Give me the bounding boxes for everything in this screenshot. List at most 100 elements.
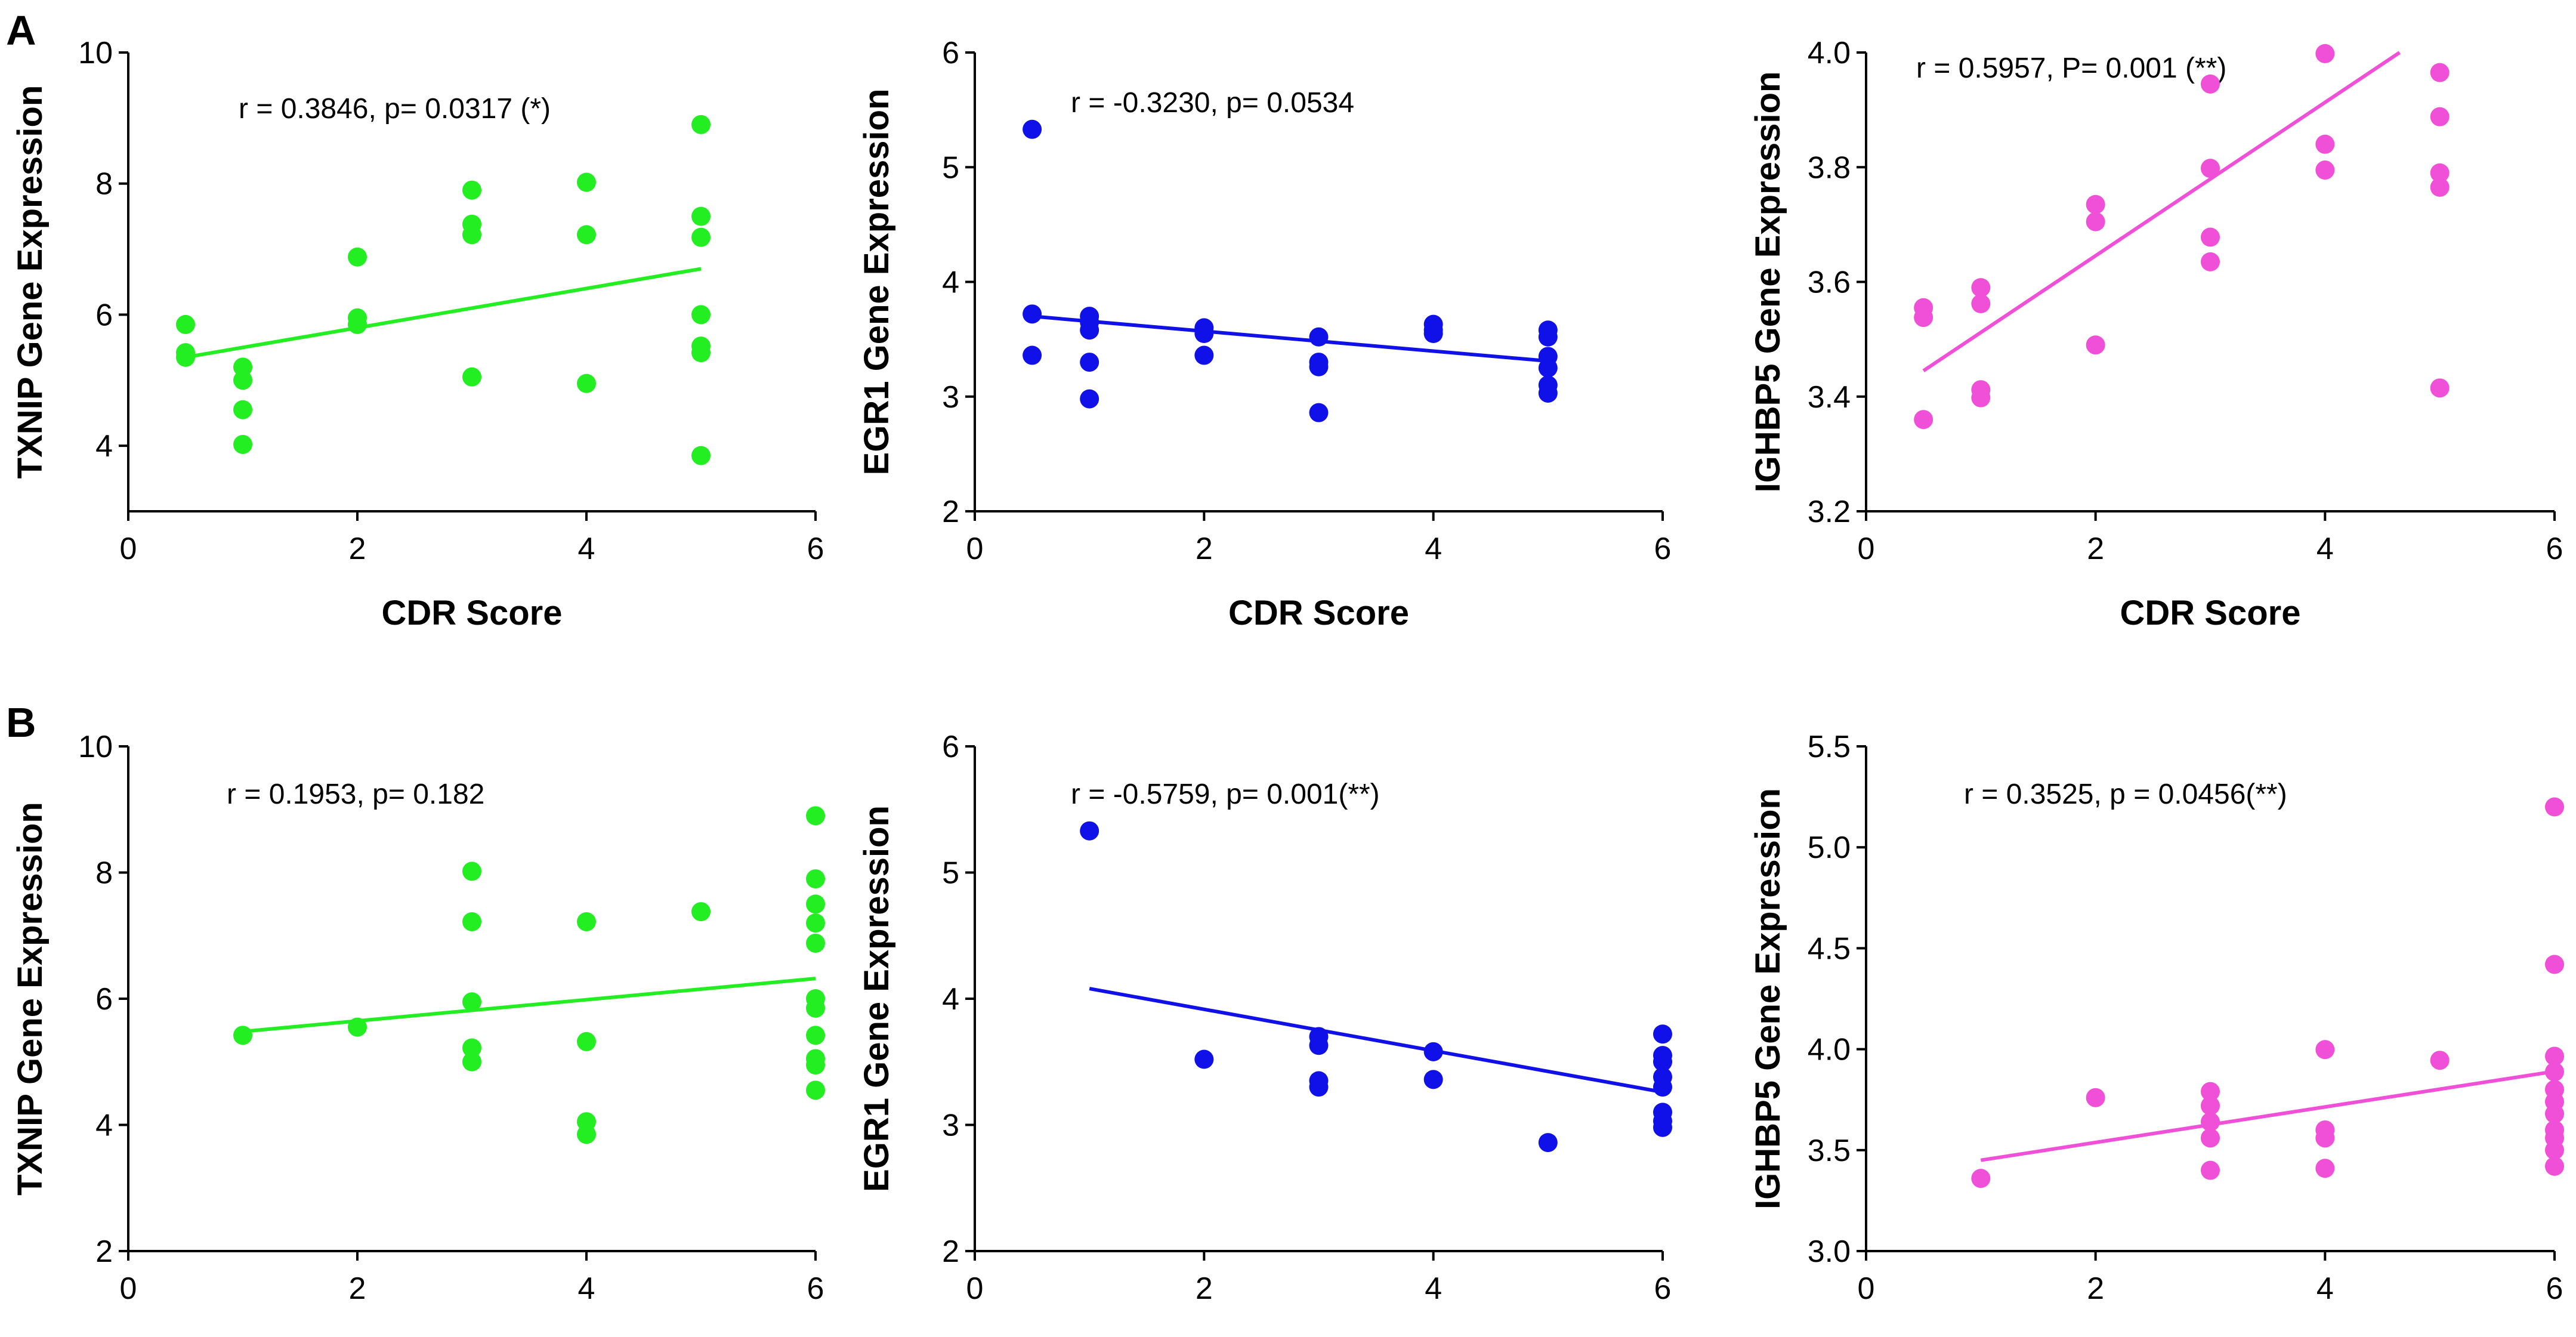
regression-line-a1 — [185, 267, 702, 359]
y-tick-label-b3: 5.0 — [1808, 830, 1851, 865]
y-tick-label-b3: 3.5 — [1808, 1134, 1851, 1168]
regression-line-a2 — [1031, 314, 1549, 363]
y-axis-title-b3: IGHBP5 Gene Expression — [1749, 788, 1787, 1209]
stats-annotation-b3: r = 0.3525, p = 0.0456(**) — [1964, 779, 2287, 810]
data-point-a3 — [2201, 227, 2220, 247]
data-point-b3 — [2545, 1046, 2564, 1066]
regression-line-b3 — [1980, 1069, 2555, 1162]
data-point-a1 — [577, 172, 596, 192]
x-tick-label-a2: 0 — [966, 532, 984, 566]
regression-line-b2 — [1089, 987, 1663, 1094]
regression-line-a3 — [1922, 51, 2401, 372]
data-point-a3 — [2430, 378, 2450, 398]
x-tick-label-b1: 2 — [349, 1271, 366, 1306]
data-point-b1 — [806, 1080, 825, 1100]
data-point-a2 — [1023, 119, 1042, 139]
y-axis-title-a2: EGR1 Gene Expression — [857, 89, 896, 475]
y-axis-title-b2: EGR1 Gene Expression — [857, 805, 896, 1192]
data-point-b2 — [1423, 1070, 1443, 1089]
data-point-a2 — [1080, 320, 1099, 340]
x-tick-label-a2: 4 — [1425, 532, 1442, 566]
data-point-b3 — [2315, 1040, 2335, 1060]
data-point-b1 — [806, 1026, 825, 1045]
data-point-b3 — [2545, 1104, 2564, 1123]
data-point-a3 — [1971, 388, 1991, 407]
y-tick-label-a3: 3.8 — [1808, 150, 1851, 185]
data-point-b2 — [1309, 1036, 1329, 1055]
data-point-b2 — [1309, 1077, 1329, 1097]
x-tick-label-b3: 2 — [2087, 1271, 2104, 1306]
stats-annotation-b2: r = -0.5759, p= 0.001(**) — [1071, 779, 1380, 810]
data-point-b1 — [462, 992, 481, 1012]
data-point-a1 — [577, 225, 596, 245]
data-point-b1 — [348, 1017, 367, 1037]
data-point-b1 — [462, 1052, 481, 1072]
y-tick-label-b1: 2 — [95, 1234, 113, 1269]
stats-annotation-a3: r = 0.5957, P= 0.001 (**) — [1916, 53, 2226, 84]
data-point-a3 — [2430, 177, 2450, 197]
y-tick-label-b3: 3.0 — [1808, 1234, 1851, 1269]
y-tick-label-a2: 3 — [942, 380, 959, 415]
data-point-a2 — [1023, 345, 1042, 365]
x-tick-label-b2: 4 — [1425, 1271, 1442, 1306]
data-point-b1 — [462, 862, 481, 881]
data-point-b1 — [806, 894, 825, 914]
y-tick-label-b2: 4 — [942, 982, 959, 1017]
data-point-a3 — [1971, 294, 1991, 314]
x-tick-label-b2: 0 — [966, 1271, 984, 1306]
x-tick-label-b3: 4 — [2316, 1271, 2334, 1306]
data-point-b2 — [1080, 821, 1099, 841]
stats-annotation-a2: r = -0.3230, p= 0.0534 — [1071, 87, 1354, 119]
y-axis-title-a1: TXNIP Gene Expression — [11, 85, 50, 479]
data-point-a3 — [2430, 63, 2450, 82]
x-axis-title-a3: CDR Score — [2120, 594, 2301, 632]
chart-b1: 2468100246Braak stagingTXNIP Gene Expres… — [11, 730, 825, 1337]
data-point-a3 — [2201, 74, 2220, 94]
data-point-a3 — [2430, 107, 2450, 126]
x-axis-title-a2: CDR Score — [1228, 594, 1409, 632]
data-point-b1 — [691, 902, 711, 922]
data-point-b3 — [2315, 1128, 2335, 1148]
data-point-b3 — [2086, 1088, 2105, 1107]
y-tick-label-b3: 5.5 — [1808, 730, 1851, 764]
data-point-b1 — [806, 913, 825, 933]
data-point-a2 — [1080, 389, 1099, 409]
chart-a1: 4 6 8 10 0 2 4 6 CDR Score TXNIP Gene Expression r… — [11, 36, 824, 632]
y-tick-label-a1: 10 — [78, 36, 113, 70]
y-tick-label-b2: 5 — [942, 856, 959, 891]
data-point-b1 — [462, 1038, 481, 1058]
data-point-b1 — [577, 912, 596, 931]
x-tick-label-b1: 6 — [807, 1271, 824, 1306]
data-point-b1 — [233, 1026, 252, 1045]
data-point-a2 — [1538, 358, 1558, 378]
data-point-b1 — [806, 806, 825, 826]
data-point-a2 — [1309, 403, 1329, 422]
data-point-a1 — [577, 373, 596, 393]
data-point-a1 — [176, 314, 195, 334]
data-point-b1 — [806, 869, 825, 889]
chart-b2: 234560246Braak stagingEGR1 Gene Expressi… — [857, 730, 1672, 1337]
data-point-a3 — [2315, 134, 2335, 154]
stats-annotation-b1: r = 0.1953, p= 0.182 — [227, 779, 484, 810]
x-tick-label-a2: 6 — [1654, 532, 1672, 566]
data-point-b1 — [806, 998, 825, 1018]
y-tick-label-a2: 4 — [942, 265, 959, 300]
y-tick-label-b1: 10 — [78, 730, 113, 764]
y-tick-label-a1: 6 — [95, 298, 113, 332]
y-tick-label-a3: 3.2 — [1808, 495, 1851, 529]
data-point-b3 — [2545, 1140, 2564, 1160]
data-point-b3 — [2545, 1156, 2564, 1176]
x-tick-label-a1: 4 — [578, 532, 595, 566]
data-point-a2 — [1194, 345, 1214, 365]
x-tick-label-b1: 4 — [578, 1271, 595, 1306]
data-point-a1 — [691, 115, 711, 134]
data-point-b2 — [1423, 1042, 1443, 1061]
data-point-a3 — [2201, 252, 2220, 271]
data-point-a1 — [348, 247, 367, 267]
data-point-b3 — [2201, 1128, 2220, 1148]
data-point-b1 — [462, 912, 481, 931]
y-tick-label-a2: 2 — [942, 495, 959, 529]
data-point-a3 — [2086, 335, 2105, 355]
data-point-a2 — [1423, 324, 1443, 344]
